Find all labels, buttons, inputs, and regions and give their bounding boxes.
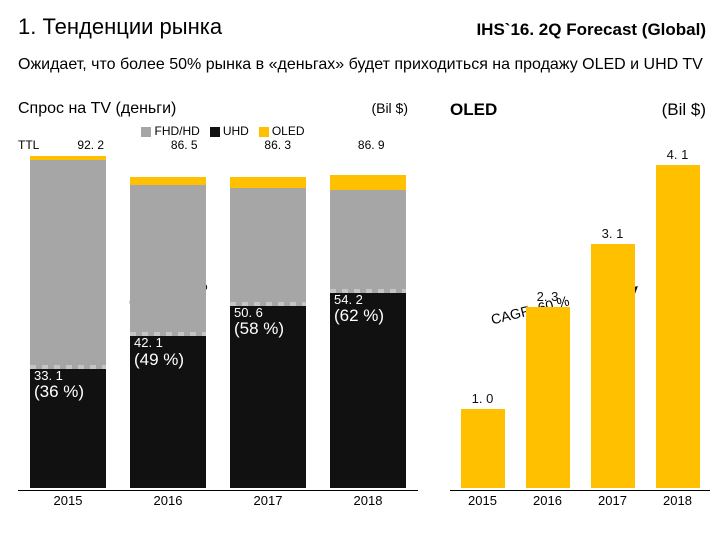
oled-bar-label: 4. 1 [656,147,700,162]
bar-segment-oled [330,175,406,190]
bar-segment-uhd: 33. 1(36 %) [30,369,106,488]
year-label: 2016 [533,493,562,508]
bar-segment-uhd: 54. 2(62 %) [330,293,406,488]
oled-unit: (Bil $) [662,100,706,120]
year-label: 2015 [468,493,497,508]
oled-title: OLED [450,100,497,120]
bar-value-label: 50. 6(58 %) [234,306,284,339]
legend-label: OLED [272,124,305,138]
tv-plot: CAGR: 18 % 33. 1(36 %)42. 1(49 %)50. 6(5… [18,156,418,488]
oled-bar-segment: 3. 1 [591,244,635,488]
year-label: 2017 [598,493,627,508]
bar-segment-uhd: 50. 6(58 %) [230,306,306,488]
bar-segment-oled [130,177,206,185]
tv-chart-unit: (Bil $) [371,100,408,118]
year-label: 2016 [154,493,183,508]
ttl-value: 86. 3 [264,138,291,152]
tv-demand-chart: Спрос на TV (деньги) (Bil $) FHD/HD UHD OL… [18,100,418,510]
oled-bar-label: 2. 3 [526,289,570,304]
oled-bar-segment: 4. 1 [656,165,700,488]
bar-column: 54. 2(62 %) [330,156,406,488]
ttl-row: TTL 92. 2 86. 5 86. 3 86. 9 [18,138,418,152]
legend-swatch [259,127,269,137]
year-label: 2017 [254,493,283,508]
ttl-label: TTL [18,138,44,152]
bar-segment-fhd [30,160,106,369]
bar-column: 42. 1(49 %) [130,156,206,488]
bar-segment-uhd: 42. 1(49 %) [130,336,206,488]
oled-bar: 2. 3 [526,134,570,488]
bar-segment-fhd [230,188,306,305]
bar-value-label: 42. 1(49 %) [134,336,184,369]
forecast-label: IHS`16. 2Q Forecast (Global) [476,20,706,40]
bar-column: 50. 6(58 %) [230,156,306,488]
legend-label: UHD [223,124,249,138]
oled-plot: CAGR: 60 % 1. 02. 33. 14. 1 [450,134,710,488]
legend-swatch [141,127,151,137]
ttl-value: 92. 2 [77,138,104,152]
bar-column: 33. 1(36 %) [30,156,106,488]
bar-value-label: 54. 2(62 %) [334,293,384,326]
oled-bar: 4. 1 [656,134,700,488]
subhead: Ожидает, что более 50% рынка в «деньгах»… [18,56,720,74]
page-title: 1. Тенденции рынка [18,14,222,40]
oled-bar: 1. 0 [461,134,505,488]
oled-x-axis: 2015 2016 2017 2018 [450,490,710,510]
oled-bar-label: 1. 0 [461,391,505,406]
oled-bar-label: 3. 1 [591,226,635,241]
oled-chart: OLED (Bil $) CAGR: 60 % 1. 02. 33. 14. 1… [450,100,710,510]
tv-chart-title: Спрос на TV (деньги) [18,100,176,118]
bar-segment-oled [230,177,306,188]
legend-label: FHD/HD [154,124,199,138]
oled-bar-segment: 1. 0 [461,409,505,488]
bar-segment-fhd [330,190,406,293]
bar-segment-fhd [130,185,206,337]
bar-value-label: 33. 1(36 %) [34,369,84,402]
ttl-value: 86. 5 [171,138,198,152]
year-label: 2018 [354,493,383,508]
oled-bar: 3. 1 [591,134,635,488]
legend: FHD/HD UHD OLED [18,124,418,138]
oled-bar-segment: 2. 3 [526,307,570,488]
year-label: 2015 [54,493,83,508]
legend-swatch [210,127,220,137]
x-axis: 2015 2016 2017 2018 [18,490,418,510]
ttl-value: 86. 9 [358,138,385,152]
year-label: 2018 [663,493,692,508]
